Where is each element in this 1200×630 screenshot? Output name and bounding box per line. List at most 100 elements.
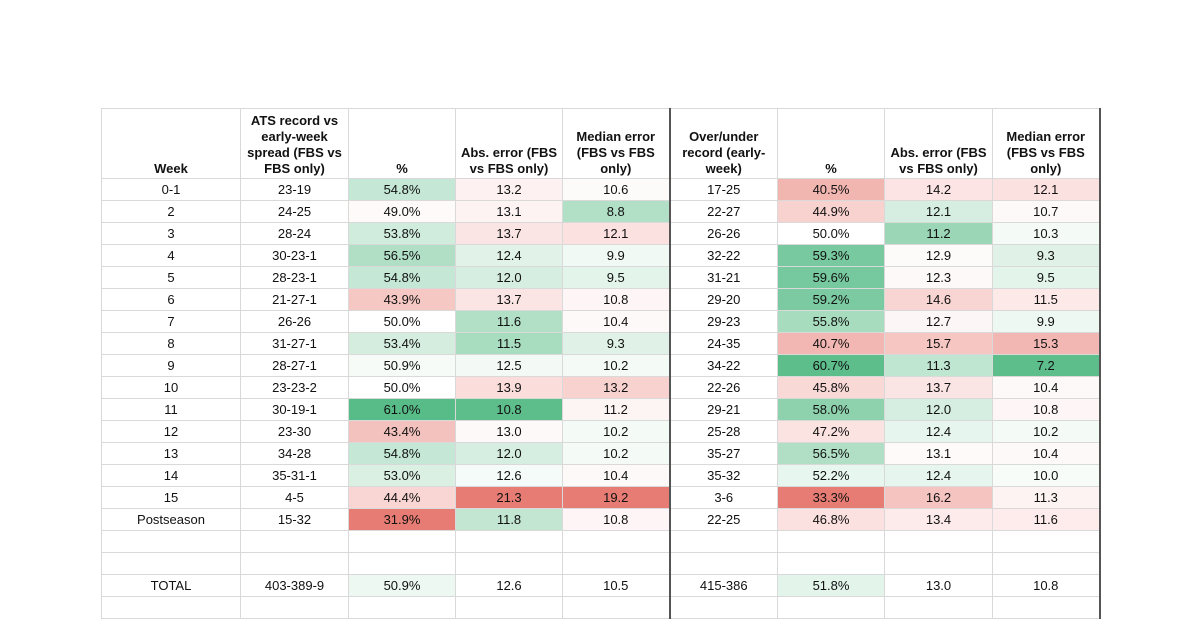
cell-ats-pct[interactable]: 43.9% xyxy=(348,288,456,311)
cell-ou-median-error[interactable]: 12.1 xyxy=(992,178,1101,201)
cell-ou-median-error[interactable] xyxy=(992,596,1101,619)
cell-week[interactable]: 14 xyxy=(101,464,241,487)
cell-ou-median-error[interactable]: 10.8 xyxy=(992,574,1101,597)
cell-ats-record[interactable]: 26-26 xyxy=(240,310,349,333)
cell-week[interactable]: 0-1 xyxy=(101,178,241,201)
cell-ats-pct[interactable]: 54.8% xyxy=(348,442,456,465)
cell-ats-pct[interactable]: 61.0% xyxy=(348,398,456,421)
cell-week[interactable]: 3 xyxy=(101,222,241,245)
cell-ou-record[interactable]: 29-23 xyxy=(669,310,778,333)
cell-ats-abs-error[interactable]: 13.7 xyxy=(455,222,563,245)
cell-ats-pct[interactable] xyxy=(348,552,456,575)
cell-ou-pct[interactable]: 55.8% xyxy=(777,310,885,333)
cell-ats-abs-error[interactable]: 12.5 xyxy=(455,354,563,377)
cell-ou-record[interactable]: 29-20 xyxy=(669,288,778,311)
cell-ou-abs-error[interactable]: 16.2 xyxy=(884,486,993,509)
cell-ats-median-error[interactable]: 10.2 xyxy=(562,354,671,377)
cell-ats-abs-error[interactable]: 13.9 xyxy=(455,376,563,399)
cell-week[interactable]: 15 xyxy=(101,486,241,509)
cell-ats-abs-error[interactable]: 12.6 xyxy=(455,574,563,597)
cell-ou-median-error[interactable]: 9.9 xyxy=(992,310,1101,333)
cell-ats-abs-error[interactable]: 12.0 xyxy=(455,266,563,289)
cell-ats-record[interactable]: 35-31-1 xyxy=(240,464,349,487)
cell-ou-record[interactable] xyxy=(669,530,778,553)
cell-ou-pct[interactable]: 52.2% xyxy=(777,464,885,487)
cell-ats-abs-error[interactable]: 10.8 xyxy=(455,398,563,421)
cell-week[interactable]: Postseason xyxy=(101,508,241,531)
cell-ats-pct[interactable]: 50.0% xyxy=(348,310,456,333)
cell-week[interactable]: 13 xyxy=(101,442,241,465)
cell-ou-abs-error[interactable]: 13.1 xyxy=(884,442,993,465)
cell-ats-record[interactable] xyxy=(240,552,349,575)
cell-ats-median-error[interactable]: 8.8 xyxy=(562,200,671,223)
cell-ou-record[interactable]: 32-22 xyxy=(669,244,778,267)
cell-ou-abs-error[interactable]: 13.4 xyxy=(884,508,993,531)
cell-ou-abs-error[interactable] xyxy=(884,530,993,553)
cell-ou-record[interactable]: 3-6 xyxy=(669,486,778,509)
cell-ou-record[interactable]: 31-21 xyxy=(669,266,778,289)
cell-ats-record[interactable] xyxy=(240,596,349,619)
cell-ou-pct[interactable]: 60.7% xyxy=(777,354,885,377)
cell-ats-pct[interactable]: 50.0% xyxy=(348,376,456,399)
cell-week[interactable]: 9 xyxy=(101,354,241,377)
cell-week[interactable]: 8 xyxy=(101,332,241,355)
cell-ats-record[interactable]: 21-27-1 xyxy=(240,288,349,311)
cell-ou-abs-error[interactable]: 12.3 xyxy=(884,266,993,289)
cell-ats-abs-error[interactable]: 13.1 xyxy=(455,200,563,223)
cell-ou-median-error[interactable]: 10.4 xyxy=(992,376,1101,399)
cell-ou-median-error[interactable]: 7.2 xyxy=(992,354,1101,377)
cell-ou-median-error[interactable]: 10.3 xyxy=(992,222,1101,245)
cell-ou-pct[interactable]: 59.6% xyxy=(777,266,885,289)
cell-ats-record[interactable]: 31-27-1 xyxy=(240,332,349,355)
cell-ats-record[interactable] xyxy=(240,530,349,553)
cell-week[interactable] xyxy=(101,530,241,553)
cell-week[interactable] xyxy=(101,596,241,619)
cell-ats-abs-error[interactable] xyxy=(455,596,563,619)
cell-ou-pct[interactable]: 47.2% xyxy=(777,420,885,443)
cell-ats-record[interactable]: 15-32 xyxy=(240,508,349,531)
cell-ats-abs-error[interactable]: 13.2 xyxy=(455,178,563,201)
cell-ats-pct[interactable]: 50.9% xyxy=(348,354,456,377)
cell-ou-median-error[interactable]: 15.3 xyxy=(992,332,1101,355)
cell-ou-median-error[interactable]: 10.4 xyxy=(992,442,1101,465)
cell-ats-record[interactable]: 34-28 xyxy=(240,442,349,465)
cell-ou-abs-error[interactable]: 13.7 xyxy=(884,376,993,399)
cell-ats-median-error[interactable]: 10.4 xyxy=(562,310,671,333)
cell-ou-record[interactable]: 415-386 xyxy=(669,574,778,597)
cell-week[interactable] xyxy=(101,552,241,575)
cell-ou-median-error[interactable]: 10.0 xyxy=(992,464,1101,487)
cell-ou-record[interactable]: 34-22 xyxy=(669,354,778,377)
cell-ou-median-error[interactable]: 11.3 xyxy=(992,486,1101,509)
cell-ats-median-error[interactable]: 13.2 xyxy=(562,376,671,399)
cell-ou-record[interactable]: 25-28 xyxy=(669,420,778,443)
cell-ats-abs-error[interactable]: 11.5 xyxy=(455,332,563,355)
cell-ou-record[interactable]: 22-26 xyxy=(669,376,778,399)
cell-ats-pct[interactable]: 31.9% xyxy=(348,508,456,531)
cell-ou-pct[interactable]: 44.9% xyxy=(777,200,885,223)
cell-ats-median-error[interactable]: 12.1 xyxy=(562,222,671,245)
cell-ou-abs-error[interactable]: 12.4 xyxy=(884,420,993,443)
cell-ats-pct[interactable] xyxy=(348,530,456,553)
cell-ou-median-error[interactable]: 10.7 xyxy=(992,200,1101,223)
cell-week[interactable]: 6 xyxy=(101,288,241,311)
cell-ats-median-error[interactable] xyxy=(562,596,671,619)
cell-ou-abs-error[interactable]: 14.2 xyxy=(884,178,993,201)
cell-ats-record[interactable]: 30-23-1 xyxy=(240,244,349,267)
cell-ats-abs-error[interactable] xyxy=(455,530,563,553)
cell-ou-median-error[interactable] xyxy=(992,530,1101,553)
cell-ats-median-error[interactable]: 19.2 xyxy=(562,486,671,509)
cell-ou-pct[interactable] xyxy=(777,552,885,575)
cell-ou-record[interactable]: 17-25 xyxy=(669,178,778,201)
cell-ou-abs-error[interactable]: 15.7 xyxy=(884,332,993,355)
cell-ou-record[interactable]: 29-21 xyxy=(669,398,778,421)
cell-ou-record[interactable]: 24-35 xyxy=(669,332,778,355)
cell-ats-record[interactable]: 30-19-1 xyxy=(240,398,349,421)
cell-ou-record[interactable]: 22-25 xyxy=(669,508,778,531)
cell-week[interactable]: 12 xyxy=(101,420,241,443)
cell-ou-pct[interactable]: 51.8% xyxy=(777,574,885,597)
cell-week[interactable]: TOTAL xyxy=(101,574,241,597)
cell-ats-record[interactable]: 4-5 xyxy=(240,486,349,509)
cell-ou-abs-error[interactable] xyxy=(884,596,993,619)
cell-ats-pct[interactable]: 56.5% xyxy=(348,244,456,267)
cell-ats-pct[interactable]: 53.8% xyxy=(348,222,456,245)
